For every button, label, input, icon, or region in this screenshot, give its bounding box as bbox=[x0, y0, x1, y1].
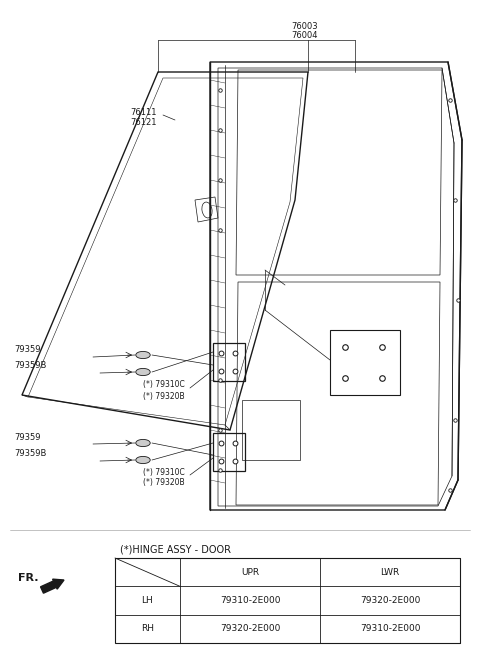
Text: (*) 79320B: (*) 79320B bbox=[143, 478, 185, 487]
Text: 79310-2E000: 79310-2E000 bbox=[220, 596, 280, 605]
FancyArrow shape bbox=[40, 579, 64, 593]
Text: 76111: 76111 bbox=[130, 108, 156, 117]
Text: FR.: FR. bbox=[18, 573, 38, 583]
Ellipse shape bbox=[136, 440, 150, 447]
Ellipse shape bbox=[136, 369, 150, 376]
Text: (*) 79310C: (*) 79310C bbox=[143, 380, 185, 390]
Text: 79359B: 79359B bbox=[14, 361, 47, 371]
Text: 76004: 76004 bbox=[292, 31, 318, 40]
Ellipse shape bbox=[136, 351, 150, 359]
Text: 79310-2E000: 79310-2E000 bbox=[360, 624, 420, 633]
Text: RH: RH bbox=[141, 624, 154, 633]
Text: UPR: UPR bbox=[241, 568, 259, 577]
Text: 76121: 76121 bbox=[130, 118, 156, 127]
Text: 79320-2E000: 79320-2E000 bbox=[220, 624, 280, 633]
Ellipse shape bbox=[136, 457, 150, 464]
Text: 79359: 79359 bbox=[14, 346, 40, 355]
Text: (*) 79320B: (*) 79320B bbox=[143, 392, 185, 401]
Text: (*)HINGE ASSY - DOOR: (*)HINGE ASSY - DOOR bbox=[120, 545, 231, 555]
Text: 76003: 76003 bbox=[292, 22, 318, 31]
Text: LWR: LWR bbox=[380, 568, 400, 577]
Text: 79359B: 79359B bbox=[14, 449, 47, 459]
Text: LH: LH bbox=[142, 596, 154, 605]
Text: 79320-2E000: 79320-2E000 bbox=[360, 596, 420, 605]
Text: 79359: 79359 bbox=[14, 432, 40, 442]
Bar bbox=[115, 558, 460, 643]
Text: (*) 79310C: (*) 79310C bbox=[143, 468, 185, 476]
